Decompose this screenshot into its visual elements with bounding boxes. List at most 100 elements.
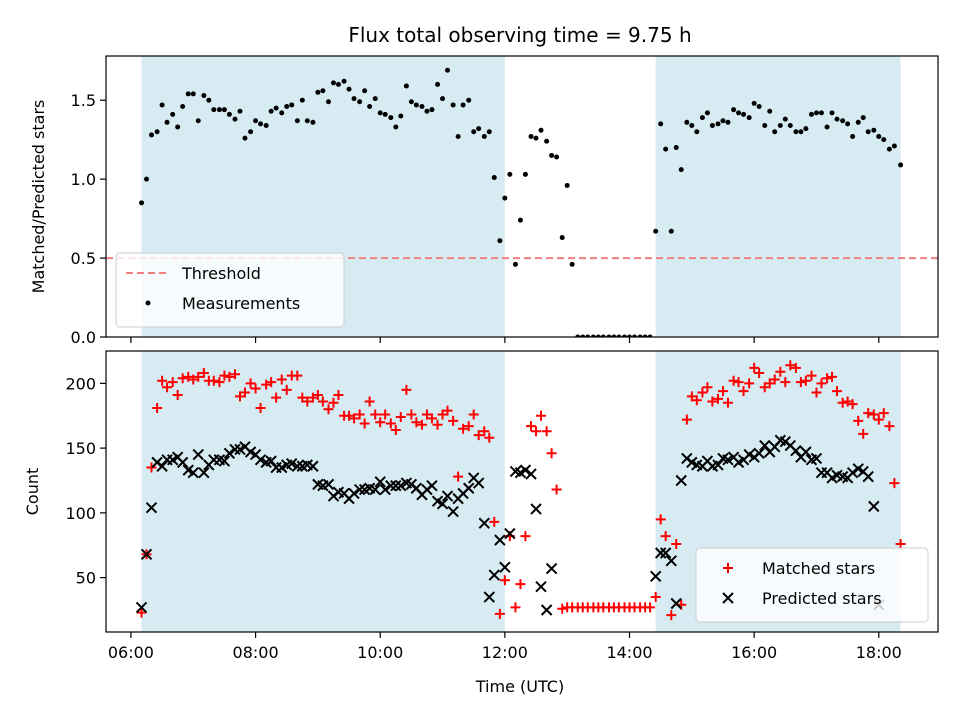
data-point	[388, 115, 394, 121]
data-point	[564, 182, 570, 188]
y-tick-label: 100	[65, 504, 96, 523]
data-point	[769, 374, 780, 385]
data-point	[785, 360, 796, 371]
data-point	[725, 119, 731, 125]
data-point	[655, 514, 666, 525]
data-point	[811, 387, 822, 398]
data-point	[691, 395, 702, 406]
data-point	[822, 373, 833, 384]
data-point	[713, 393, 724, 404]
data-point	[862, 470, 874, 483]
data-point	[645, 602, 656, 613]
data-point	[715, 121, 721, 127]
chart-title: Flux total observing time = 9.75 h	[348, 23, 691, 47]
data-point	[435, 81, 441, 87]
data-point	[317, 396, 328, 407]
data-point	[154, 129, 160, 135]
data-point	[642, 334, 648, 337]
data-point	[411, 417, 422, 428]
data-point	[164, 119, 170, 125]
data-point	[753, 447, 765, 460]
data-point	[218, 455, 231, 467]
data-point	[800, 375, 811, 386]
data-point	[538, 127, 544, 133]
data-point	[190, 91, 196, 97]
data-point	[733, 377, 744, 388]
series-measurements	[139, 67, 904, 337]
data-point	[486, 129, 492, 135]
legend-marker	[723, 563, 733, 573]
data-point	[728, 375, 739, 386]
data-point	[229, 443, 241, 456]
data-point	[380, 409, 391, 420]
data-point	[860, 115, 866, 121]
data-point	[515, 579, 526, 590]
data-point	[226, 111, 232, 117]
data-point	[754, 368, 765, 379]
data-point	[401, 384, 412, 395]
data-point	[483, 591, 495, 603]
legend-marker	[722, 592, 734, 604]
data-point	[772, 129, 778, 135]
data-point	[152, 402, 163, 413]
data-point	[873, 414, 884, 425]
data-point	[273, 105, 279, 111]
axes-frame	[105, 55, 939, 338]
data-point	[139, 200, 145, 206]
data-point	[886, 146, 892, 152]
y-tick-label: 50	[76, 569, 96, 588]
legend-label: Threshold	[181, 264, 261, 283]
data-point	[712, 459, 724, 471]
data-point	[479, 426, 490, 437]
data-point	[390, 479, 402, 492]
data-point	[223, 447, 236, 460]
data-point	[795, 377, 806, 388]
data-point	[675, 474, 687, 487]
data-point	[787, 122, 793, 128]
data-point	[221, 107, 227, 113]
y-axis-label: Matched/Predicted stars	[29, 100, 48, 294]
data-point	[201, 92, 207, 98]
data-point	[494, 534, 506, 546]
data-point	[323, 404, 334, 415]
data-point	[689, 122, 695, 128]
data-point	[535, 580, 547, 593]
data-point	[891, 143, 897, 149]
data-point	[167, 377, 178, 388]
data-point	[600, 334, 606, 337]
data-point	[302, 396, 313, 407]
data-point	[242, 135, 248, 141]
data-point	[219, 370, 230, 381]
data-point	[379, 483, 391, 496]
data-point	[176, 456, 189, 469]
data-point	[362, 88, 368, 94]
data-point	[159, 102, 165, 108]
data-point	[310, 119, 316, 125]
data-point	[135, 601, 148, 614]
y-tick-label: 150	[65, 439, 96, 458]
data-point	[348, 487, 360, 500]
data-point	[585, 334, 591, 337]
data-point	[136, 607, 147, 618]
data-point	[741, 111, 747, 117]
data-point	[528, 134, 534, 140]
x-tick-label: 06:00	[108, 643, 154, 662]
series-matched-stars	[136, 360, 906, 621]
data-point	[762, 122, 768, 128]
data-point	[551, 484, 562, 495]
data-point	[349, 413, 360, 424]
data-point	[294, 118, 300, 124]
data-point	[818, 110, 824, 116]
data-point	[731, 107, 737, 113]
data-point	[526, 421, 537, 432]
data-point	[665, 555, 677, 567]
data-point	[504, 527, 516, 540]
data-point	[759, 439, 771, 452]
data-point	[144, 176, 150, 182]
data-point	[510, 602, 521, 613]
data-point	[424, 108, 430, 114]
data-point	[546, 448, 557, 459]
series-predicted-stars	[135, 434, 885, 616]
data-point	[709, 122, 715, 128]
data-point	[751, 100, 757, 106]
